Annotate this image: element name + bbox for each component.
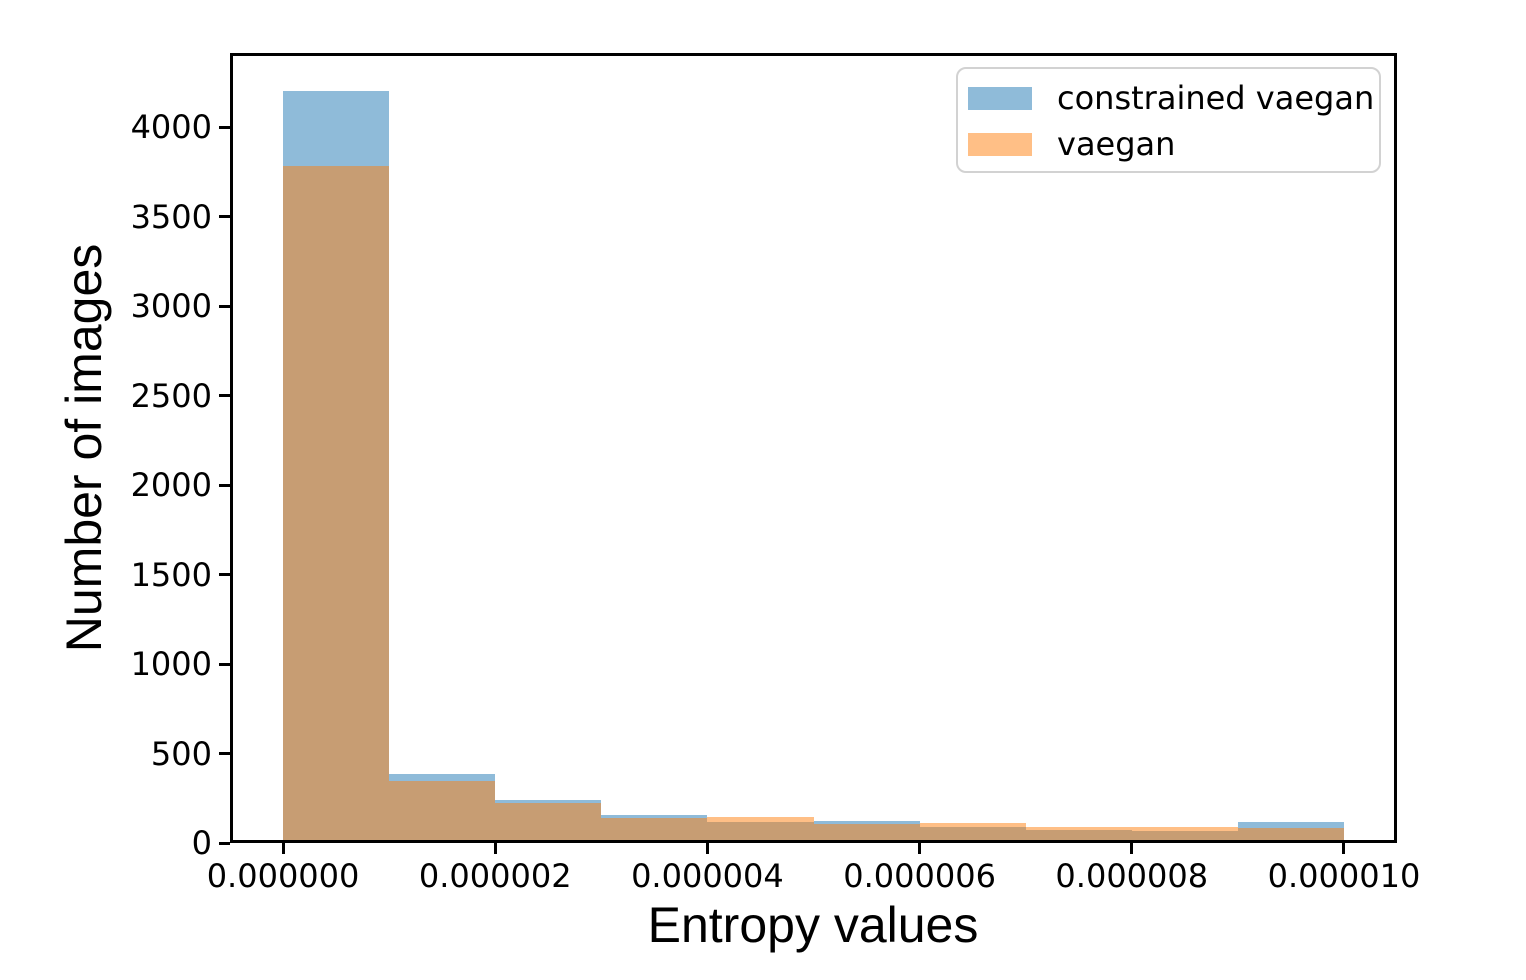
y-tick [219, 662, 230, 666]
histogram-bar-vaegan [1026, 827, 1132, 840]
histogram-bar-vaegan [495, 803, 601, 840]
histogram-bar-vaegan [389, 780, 495, 840]
y-tick [219, 573, 230, 577]
histogram-bar-vaegan [814, 824, 920, 840]
y-tick [219, 483, 230, 487]
x-tick [1130, 843, 1134, 854]
x-tick-label: 0.000008 [1055, 857, 1209, 895]
histogram-bar-vaegan [283, 165, 389, 840]
y-tick-label: 1000 [130, 645, 212, 684]
legend-label: vaegan [1057, 125, 1176, 163]
x-tick-label: 0.000006 [843, 857, 996, 895]
y-tick [219, 752, 230, 756]
legend-swatch-constrained-vaegan [968, 86, 1032, 110]
y-tick [219, 394, 230, 398]
histogram-bar-vaegan [601, 817, 707, 840]
y-tick-label: 2000 [130, 466, 212, 505]
x-tick-label: 0.000000 [206, 857, 360, 895]
y-tick-label: 1500 [130, 555, 212, 594]
y-tick-label: 0 [191, 824, 212, 862]
y-tick [219, 841, 230, 845]
y-tick [219, 304, 230, 308]
x-tick [1342, 843, 1346, 854]
histogram-bar-vaegan [1132, 826, 1238, 840]
legend-entry-vaegan: vaegan [968, 121, 1379, 167]
legend-entry-constrained-vaegan: constrained vaegan [968, 75, 1379, 121]
y-tick [219, 125, 230, 129]
legend: constrained vaegan vaegan [956, 67, 1381, 173]
x-tick [705, 843, 709, 854]
histogram-bar-vaegan [1238, 828, 1344, 840]
bars-layer-vaegan [233, 56, 1394, 840]
x-tick-label: 0.000004 [631, 857, 784, 895]
x-axis-label: Entropy values [647, 897, 979, 953]
plot-area [230, 53, 1397, 843]
y-tick [219, 215, 230, 219]
y-tick-label: 3500 [130, 197, 212, 236]
x-tick-label: 0.000010 [1267, 857, 1421, 895]
x-tick [918, 843, 922, 854]
histogram-bar-vaegan [707, 817, 814, 840]
y-tick-label: 500 [150, 734, 212, 773]
x-tick [281, 843, 285, 854]
y-tick-label: 4000 [130, 108, 212, 147]
legend-label: constrained vaegan [1057, 79, 1375, 117]
legend-swatch-vaegan [968, 132, 1032, 156]
x-tick [493, 843, 497, 854]
histogram-bar-vaegan [920, 823, 1026, 840]
x-tick-label: 0.000002 [418, 857, 572, 895]
y-tick-label: 3000 [130, 287, 212, 326]
y-tick-label: 2500 [130, 376, 212, 415]
